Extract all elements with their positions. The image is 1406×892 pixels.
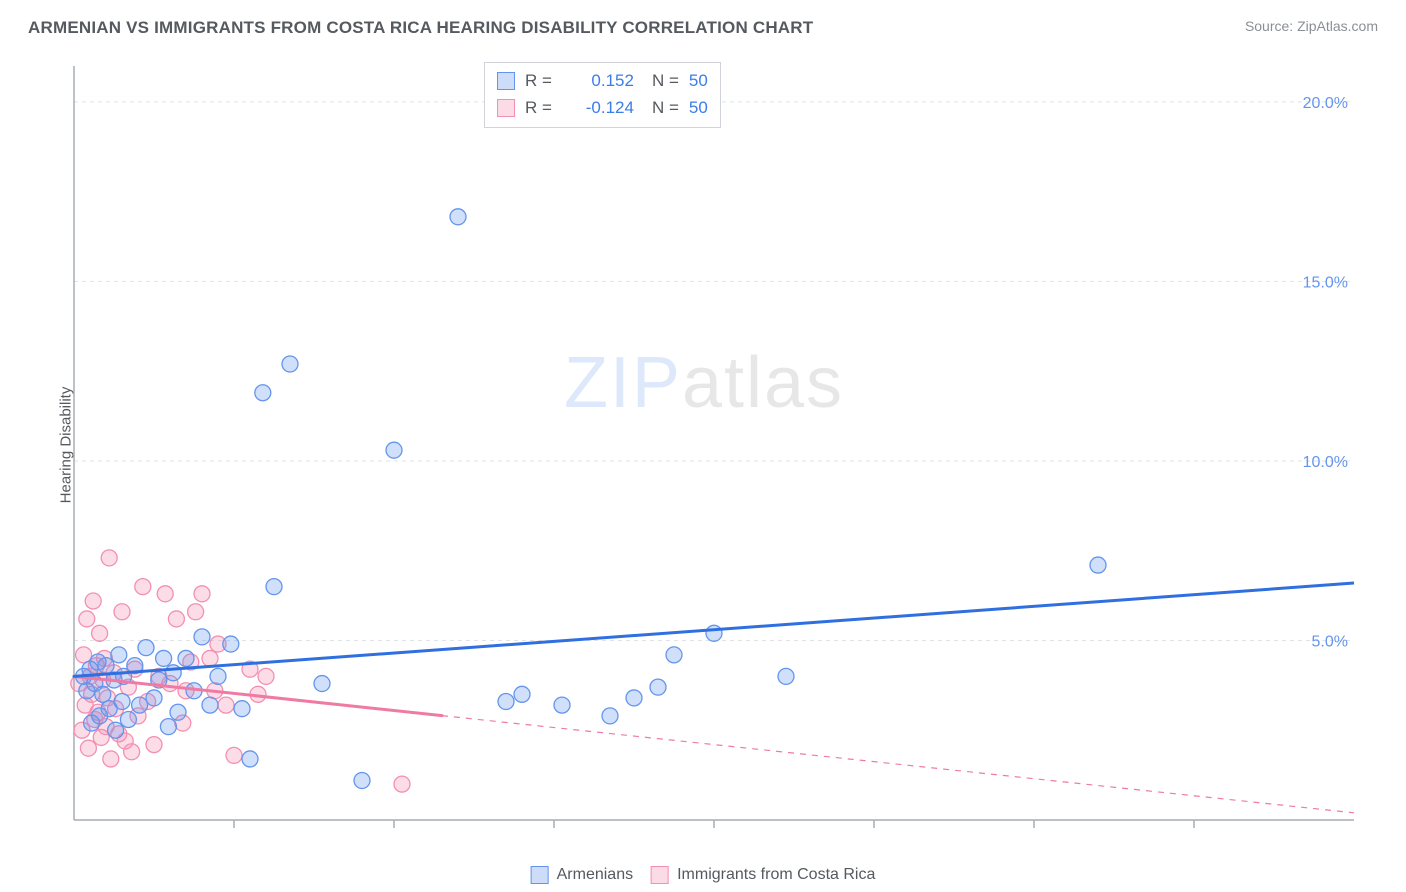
legend-label: Immigrants from Costa Rica	[677, 866, 875, 884]
swatch-blue-icon	[497, 72, 515, 90]
n-value: 50	[689, 67, 708, 94]
svg-text:10.0%: 10.0%	[1303, 454, 1348, 471]
legend-item-armenians: Armenians	[531, 866, 633, 884]
r-value: -0.124	[562, 94, 634, 121]
stats-row-costa-rica: R = -0.124 N = 50	[497, 94, 708, 121]
legend-item-costa-rica: Immigrants from Costa Rica	[651, 866, 875, 884]
stats-row-armenians: R = 0.152 N = 50	[497, 67, 708, 94]
correlation-stats-box: R = 0.152 N = 50 R = -0.124 N = 50	[484, 62, 721, 128]
svg-text:15.0%: 15.0%	[1303, 274, 1348, 291]
svg-text:20.0%: 20.0%	[1303, 95, 1348, 112]
n-value: 50	[689, 94, 708, 121]
n-label: N =	[652, 67, 679, 94]
swatch-blue-icon	[531, 866, 549, 884]
r-label: R =	[525, 67, 552, 94]
svg-text:5.0%: 5.0%	[1312, 633, 1348, 650]
swatch-pink-icon	[651, 866, 669, 884]
source-attribution: Source: ZipAtlas.com	[1245, 18, 1378, 34]
n-label: N =	[652, 94, 679, 121]
scatter-plot: 5.0%10.0%15.0%20.0%0.0%80.0%	[54, 60, 1354, 830]
legend-label: Armenians	[557, 866, 633, 884]
legend: Armenians Immigrants from Costa Rica	[531, 866, 876, 884]
swatch-pink-icon	[497, 99, 515, 117]
r-label: R =	[525, 94, 552, 121]
r-value: 0.152	[562, 67, 634, 94]
chart-title: ARMENIAN VS IMMIGRANTS FROM COSTA RICA H…	[28, 18, 813, 38]
chart-area: Hearing Disability ZIPatlas 5.0%10.0%15.…	[54, 60, 1354, 830]
